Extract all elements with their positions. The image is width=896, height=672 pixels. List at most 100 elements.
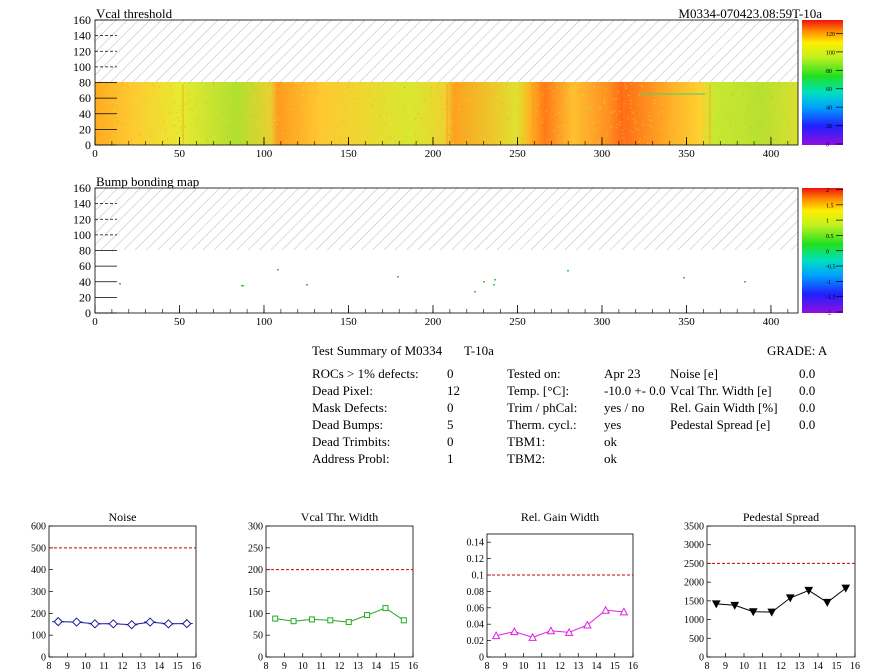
heat-texture-cell [364,139,366,141]
heat-texture-cell [559,130,562,132]
palette-tick-label: 120 [826,32,835,38]
heat-texture-cell [180,128,183,130]
heat-texture-cell [290,108,293,110]
heat-texture-cell [585,117,587,119]
heat-texture-cell [265,85,268,87]
heat-texture-cell [770,96,772,98]
heat-texture-cell [587,94,589,96]
heat-texture-cell [596,120,599,122]
summary-row-value: 1 [447,451,454,466]
y-tick-label: 0.06 [467,603,485,614]
heat-texture-cell [785,109,788,111]
heat-texture-cell [414,132,417,134]
heat-texture-cell [662,110,664,112]
x-tick-label: 9 [65,661,70,672]
heat-texture-cell [315,91,317,93]
heat-texture-cell [655,90,658,92]
heat-texture-cell [639,141,641,143]
heat-texture-cell [100,107,102,109]
heat-texture-cell [471,119,474,121]
heat-texture-cell [626,117,629,119]
heat-texture-cell [484,121,486,123]
data-point [290,618,297,625]
heat-texture-cell [514,112,517,114]
heat-texture-cell [118,115,121,117]
heat-texture-cell [731,118,733,120]
summary-row-label: Dead Pixel: [312,383,374,398]
summary-row-label: Tested on: [507,366,561,381]
heat-texture-cell [417,138,419,140]
heat-texture-cell [479,136,481,138]
heat-texture-cell [637,129,639,131]
heat-texture-cell [191,108,193,110]
heat-texture-cell [128,110,130,112]
heat-texture-cell [598,141,600,143]
heat-texture-cell [335,126,337,128]
heat-texture-cell [389,137,392,139]
heat-texture-cell [582,83,584,85]
heat-texture-cell [738,90,740,92]
heat-texture-cell [254,89,257,91]
heat-texture-cell [373,135,375,137]
y-tick-label: 0 [479,653,484,664]
heat-texture-cell [737,93,739,95]
heat-texture-cell [690,83,693,86]
heat-texture-cell [294,82,296,84]
heat-texture-cell [205,140,208,142]
heat-texture-cell [212,98,214,100]
heat-texture-cell [336,96,339,98]
heat-texture-cell [795,91,798,93]
heat-texture-cell [485,86,487,88]
x-tick-label: 15 [610,661,620,672]
heat-texture-cell [410,142,412,144]
heat-texture-cell [703,123,706,125]
heat-texture-cell [150,138,153,140]
heat-texture-cell [697,131,700,133]
heat-texture-cell [602,117,605,120]
heat-texture-cell [281,98,283,100]
heat-texture-cell [218,123,220,125]
summary-row-label: Dead Bumps: [312,417,384,432]
heat-texture-cell [161,118,163,120]
heat-texture-cell [625,86,628,88]
y-tick-label: 0 [85,306,91,320]
heat-texture-cell [664,85,666,87]
summary-row-value: 5 [447,417,454,432]
x-tick-label: 12 [118,661,128,672]
y-tick-label: 0.08 [467,587,485,598]
heat-texture-cell [263,126,265,128]
summary-grade: GRADE: A [767,343,828,358]
x-tick-label: 8 [264,661,269,672]
heat-texture-cell [769,119,771,121]
heat-texture-cell [188,131,191,133]
x-tick-label: 16 [628,661,638,672]
summary-row-label: Pedestal Spread [e] [670,417,771,432]
heat-texture-cell [431,104,433,106]
heat-texture-cell [579,90,582,92]
heat-texture-cell [660,128,663,130]
data-point [145,617,155,627]
data-point [583,620,592,629]
heat-texture-cell [618,121,621,123]
heat-texture-cell [166,126,168,128]
heat-texture-cell [325,101,327,103]
heat-texture-cell [643,96,645,98]
y-tick-label: 120 [73,212,91,226]
data-point [822,598,832,607]
heat-texture-cell [194,105,196,107]
heat-texture-cell [223,134,225,136]
x-tick-label: 11 [537,661,547,672]
heat-texture-cell [501,121,503,123]
heat-texture-cell [658,103,660,105]
heat-texture-cell [546,139,548,141]
chart-frame [486,533,634,658]
heat-texture-cell [492,83,494,85]
chart-frame [265,525,414,658]
heat-texture-cell [417,134,420,136]
heat-texture-cell [116,121,119,123]
heat-texture-cell [387,136,389,138]
heat-texture-cell [113,95,116,97]
y-tick-label: 300 [31,587,46,598]
heat-texture-cell [448,140,450,142]
heat-texture-cell [748,122,750,124]
